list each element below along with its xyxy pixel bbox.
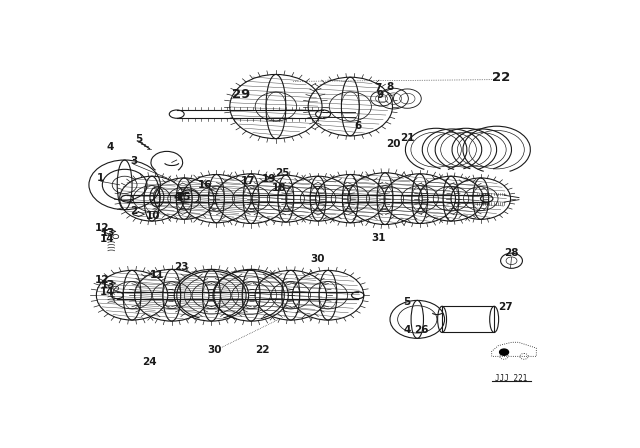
Text: 1: 1 bbox=[97, 173, 104, 183]
Text: 20: 20 bbox=[386, 139, 401, 150]
Text: 12: 12 bbox=[95, 223, 109, 233]
Text: 17: 17 bbox=[241, 177, 255, 186]
Text: 22: 22 bbox=[255, 345, 270, 355]
Circle shape bbox=[500, 349, 509, 355]
Text: 22: 22 bbox=[492, 71, 511, 84]
Text: 30: 30 bbox=[310, 254, 324, 264]
Text: 19: 19 bbox=[262, 174, 276, 184]
Text: 12: 12 bbox=[95, 275, 109, 285]
Text: 15: 15 bbox=[177, 192, 191, 202]
Text: 28: 28 bbox=[504, 248, 519, 258]
Text: 24: 24 bbox=[142, 358, 157, 367]
Text: 26: 26 bbox=[414, 325, 429, 335]
Text: 7: 7 bbox=[374, 83, 382, 93]
Text: 13: 13 bbox=[101, 280, 116, 290]
Text: 18: 18 bbox=[272, 183, 287, 193]
Text: 31: 31 bbox=[371, 233, 386, 243]
Text: 29: 29 bbox=[232, 88, 250, 101]
Text: 23: 23 bbox=[175, 262, 189, 272]
Text: 13: 13 bbox=[101, 228, 116, 238]
Text: 9: 9 bbox=[376, 90, 383, 100]
Text: 5: 5 bbox=[135, 134, 142, 144]
Text: 8: 8 bbox=[387, 82, 394, 91]
Text: 30: 30 bbox=[207, 345, 222, 355]
Text: 6: 6 bbox=[354, 121, 362, 131]
Bar bbox=[442, 306, 494, 332]
Text: 25: 25 bbox=[275, 168, 290, 178]
Text: 3: 3 bbox=[130, 156, 137, 166]
Text: 11: 11 bbox=[150, 270, 164, 280]
Text: 4: 4 bbox=[173, 192, 180, 202]
Text: 10: 10 bbox=[146, 211, 161, 221]
Text: 21: 21 bbox=[400, 133, 415, 143]
Text: 4: 4 bbox=[106, 142, 113, 152]
Text: 4: 4 bbox=[404, 325, 411, 335]
Text: 2: 2 bbox=[130, 206, 137, 216]
Text: 14: 14 bbox=[100, 287, 115, 297]
Text: JJJ 221: JJJ 221 bbox=[495, 374, 528, 383]
Text: 16: 16 bbox=[198, 180, 212, 190]
Text: 14: 14 bbox=[100, 234, 115, 244]
Text: 27: 27 bbox=[499, 302, 513, 312]
Text: 5: 5 bbox=[403, 297, 410, 307]
